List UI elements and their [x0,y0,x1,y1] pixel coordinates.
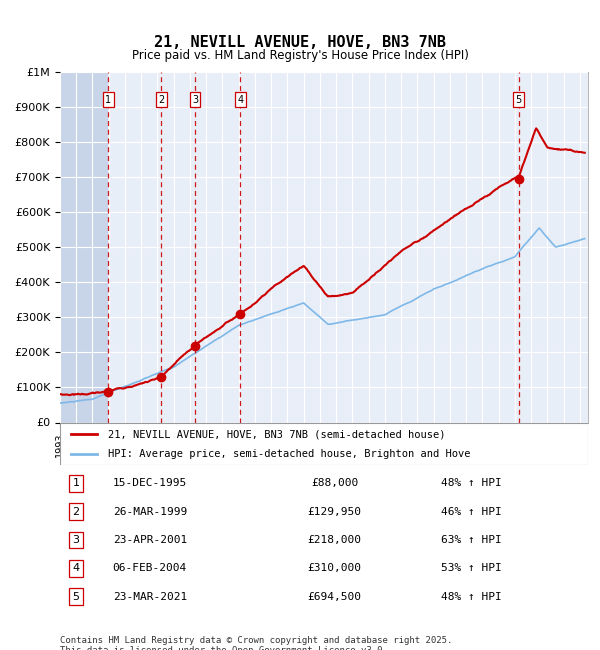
Text: 48% ↑ HPI: 48% ↑ HPI [442,478,502,488]
Text: 1: 1 [105,95,111,105]
Text: 5: 5 [73,592,79,601]
Text: 48% ↑ HPI: 48% ↑ HPI [442,592,502,601]
Bar [60,72,108,422]
Text: 3: 3 [192,95,198,105]
Text: 06-FEB-2004: 06-FEB-2004 [113,564,187,573]
Text: 21, NEVILL AVENUE, HOVE, BN3 7NB (semi-detached house): 21, NEVILL AVENUE, HOVE, BN3 7NB (semi-d… [107,430,445,439]
Text: 1: 1 [73,478,79,488]
Text: £218,000: £218,000 [308,535,362,545]
Text: 4: 4 [237,95,244,105]
Text: 53% ↑ HPI: 53% ↑ HPI [442,564,502,573]
Text: 21, NEVILL AVENUE, HOVE, BN3 7NB: 21, NEVILL AVENUE, HOVE, BN3 7NB [154,34,446,50]
Text: 4: 4 [72,564,79,573]
Text: HPI: Average price, semi-detached house, Brighton and Hove: HPI: Average price, semi-detached house,… [107,449,470,459]
Text: 63% ↑ HPI: 63% ↑ HPI [442,535,502,545]
Text: 23-MAR-2021: 23-MAR-2021 [113,592,187,601]
Text: Contains HM Land Registry data © Crown copyright and database right 2025.
This d: Contains HM Land Registry data © Crown c… [60,636,452,650]
Text: 26-MAR-1999: 26-MAR-1999 [113,507,187,517]
Text: £310,000: £310,000 [308,564,362,573]
Text: 2: 2 [72,507,79,517]
Text: 23-APR-2001: 23-APR-2001 [113,535,187,545]
Text: £694,500: £694,500 [308,592,362,601]
Text: 5: 5 [515,95,522,105]
Text: 46% ↑ HPI: 46% ↑ HPI [442,507,502,517]
Text: 3: 3 [73,535,79,545]
FancyBboxPatch shape [60,422,588,465]
Text: £88,000: £88,000 [311,478,358,488]
Text: 2: 2 [158,95,164,105]
Text: 15-DEC-1995: 15-DEC-1995 [113,478,187,488]
Text: Price paid vs. HM Land Registry's House Price Index (HPI): Price paid vs. HM Land Registry's House … [131,49,469,62]
Text: £129,950: £129,950 [308,507,362,517]
